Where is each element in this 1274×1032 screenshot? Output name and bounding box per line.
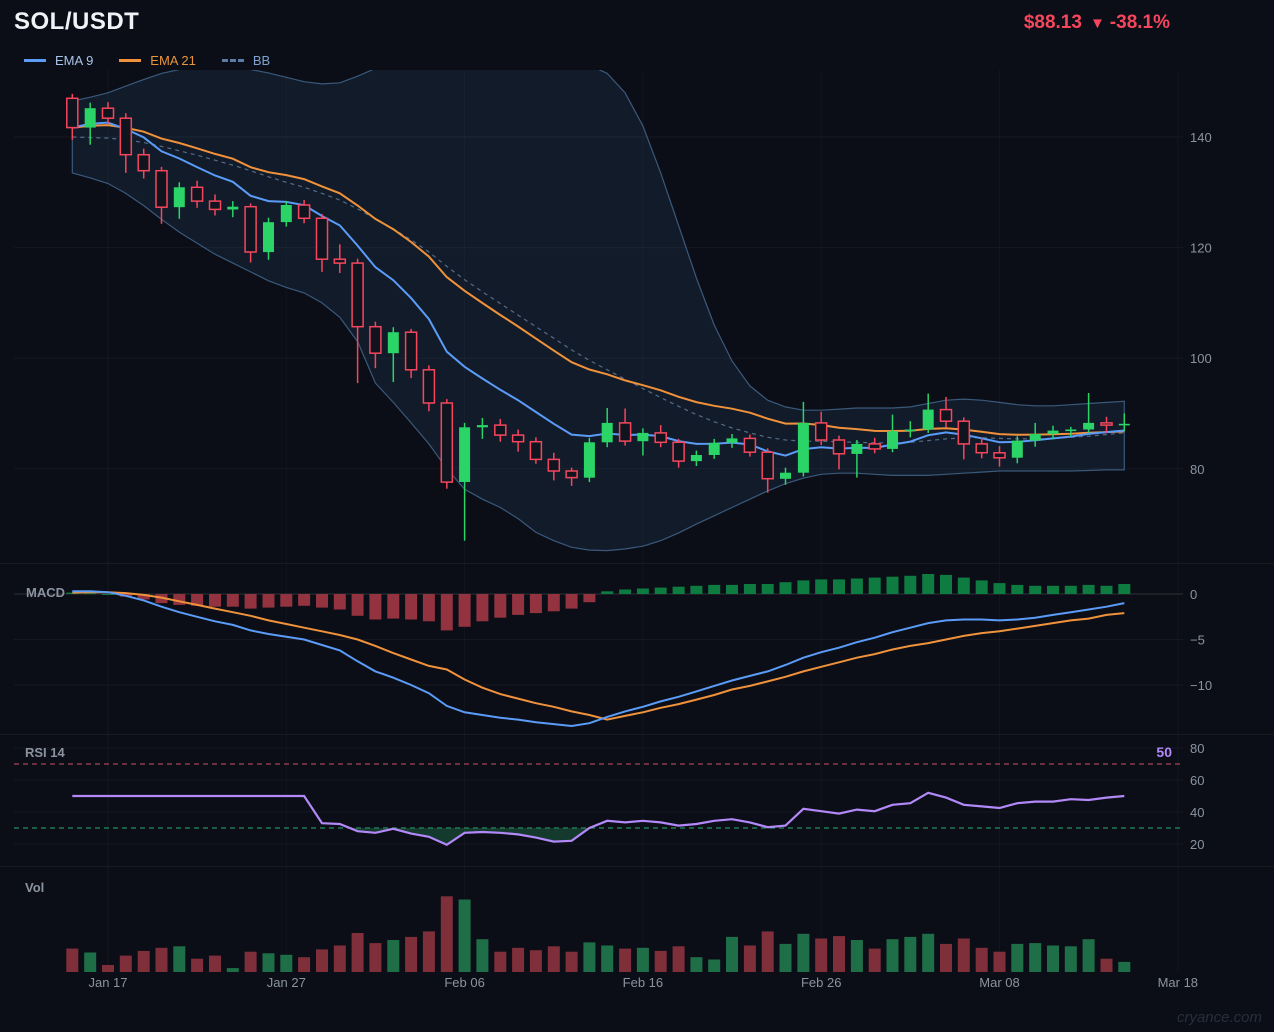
legend-item-bb: BB	[221, 53, 271, 68]
svg-text:80: 80	[1190, 462, 1204, 477]
header: SOL/USDT	[14, 8, 139, 36]
macd-panel: 0 −5 −10	[14, 574, 1212, 728]
bollinger-band	[71, 70, 1125, 552]
svg-text:Feb 26: Feb 26	[801, 975, 841, 990]
rsi-current-value: 50	[1156, 744, 1172, 760]
rsi-panel-label: RSI 14	[25, 745, 65, 760]
ema-lines	[72, 121, 1125, 457]
legend-bb-label: BB	[252, 53, 271, 68]
svg-text:140: 140	[1190, 130, 1212, 145]
legend: EMA 9 EMA 21 BB	[24, 53, 270, 68]
rsi-panel: 80 60 40 20	[14, 741, 1204, 852]
macd-panel-label: MACD	[26, 585, 65, 600]
price-change: ▼ -38.1%	[1090, 12, 1170, 34]
legend-item-ema9: EMA 9	[24, 53, 93, 68]
last-price: $88.13	[1023, 12, 1082, 33]
svg-text:60: 60	[1190, 773, 1204, 788]
svg-text:120: 120	[1190, 241, 1212, 256]
page-title: SOL/USDT	[14, 8, 140, 35]
down-arrow-icon: ▼	[1089, 14, 1105, 32]
ema9-line-swatch-icon	[24, 59, 46, 62]
svg-text:100: 100	[1190, 351, 1212, 366]
price-block: $88.13 ▼ -38.1%	[1024, 12, 1170, 34]
ema21-line-swatch-icon	[119, 59, 142, 62]
volume-panel	[66, 896, 1131, 972]
change-percent: -38.1%	[1109, 12, 1170, 33]
svg-text:0: 0	[1190, 587, 1197, 602]
bb-dashed-swatch-icon	[221, 59, 244, 62]
price-axis: 140 120 100 80	[14, 130, 1212, 477]
svg-text:−5: −5	[1190, 633, 1205, 648]
x-grid-and-labels: Jan 17 Jan 27 Feb 06 Feb 16 Feb 26 Mar 08 Mar …	[88, 975, 1198, 990]
svg-text:40: 40	[1190, 805, 1204, 820]
svg-text:Feb 06: Feb 06	[444, 975, 484, 990]
legend-ema9-label: EMA 9	[55, 53, 94, 68]
svg-text:Mar 18: Mar 18	[1158, 975, 1198, 990]
watermark: cryance.com	[1176, 1009, 1262, 1026]
svg-text:Jan 27: Jan 27	[267, 975, 306, 990]
svg-text:80: 80	[1190, 741, 1204, 756]
candles-layer	[66, 93, 1130, 541]
svg-text:20: 20	[1190, 837, 1204, 852]
svg-text:Mar 08: Mar 08	[979, 975, 1019, 990]
vol-panel-label: Vol	[25, 880, 45, 895]
legend-item-ema21: EMA 21	[119, 53, 196, 68]
svg-text:−10: −10	[1190, 678, 1212, 693]
svg-text:Jan 17: Jan 17	[88, 975, 127, 990]
svg-text:Feb 16: Feb 16	[623, 975, 663, 990]
legend-ema21-label: EMA 21	[150, 53, 196, 68]
